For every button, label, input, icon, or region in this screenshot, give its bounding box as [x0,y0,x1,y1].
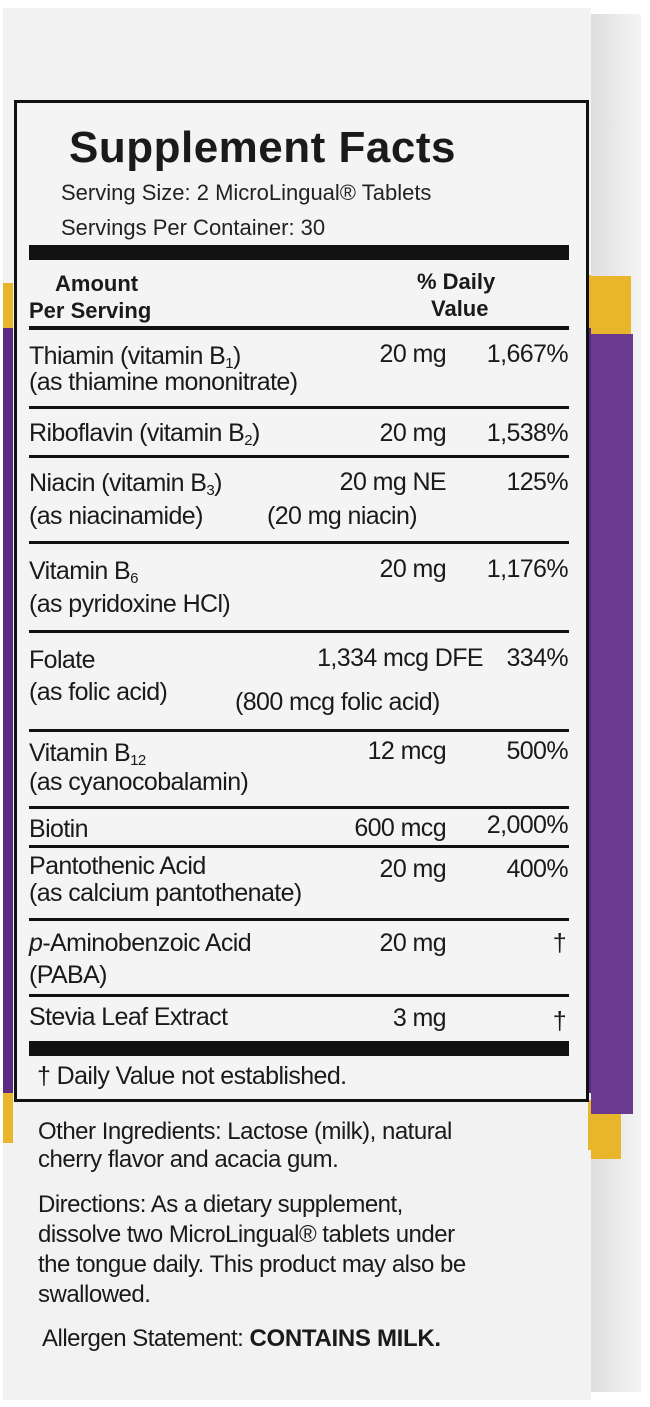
nutrient-amount: 20 mg [379,419,447,447]
nutrient-form: (as thiamine mononitrate) [29,368,298,396]
nutrient-dv: 1,667% [486,340,569,368]
nutrient-dv: 2,000% [486,811,569,839]
nutrient-amount: 20 mg [379,855,447,883]
servings-per-container: Servings Per Container: 30 [61,215,326,240]
nutrient-form: (as calcium pantothenate) [29,879,302,907]
allergen-value: CONTAINS MILK. [249,1325,441,1352]
nutrient-form: (PABA) [29,961,108,989]
divider [29,630,569,633]
nutrient-dv: 125% [506,468,568,496]
nutrient-name: Stevia Leaf Extract [29,1003,228,1031]
yellow-band-left [3,283,13,328]
nutrient-dv: 500% [506,737,568,765]
nutrient-name: Pantothenic Acid [29,852,206,880]
box-side-face [591,14,641,1392]
nutrient-amount-detail: (800 mcg folic acid) [235,688,440,716]
nutrient-form: (as cyanocobalamin) [29,768,249,796]
nutrient-amount: 20 mg [379,340,447,368]
thick-divider [29,245,569,260]
purple-band-left [3,328,13,1093]
nutrient-amount: 20 mg [379,929,447,957]
nutrient-dv: 1,176% [486,555,569,583]
nutrient-name: Biotin [29,815,89,843]
nutrient-dv: 1,538% [486,419,569,447]
divider [29,994,569,997]
allergen-statement: Allergen Statement: CONTAINS MILK. [42,1325,441,1352]
header-value: Value [431,296,489,321]
divider [29,541,569,544]
nutrient-amount: 3 mg [392,1004,447,1032]
nutrient-name: Folate [29,646,95,674]
nutrient-name: Niacin (vitamin B3) [29,469,222,499]
nutrient-dv: † [552,1007,567,1035]
serving-size: Serving Size: 2 MicroLingual® Tablets [61,180,432,205]
divider [29,729,569,732]
nutrient-amount: 20 mg NE [339,468,447,496]
nutrient-form: (as pyridoxine HCl) [29,590,231,618]
header-amount: Amount [55,271,139,296]
nutrient-name: Thiamin (vitamin B1) [29,342,241,372]
footnote: † Daily Value not established. [37,1062,347,1090]
divider [29,455,569,458]
nutrient-dv: 334% [506,644,568,672]
nutrient-amount: 12 mcg [367,737,447,765]
nutrient-name: Vitamin B12 [29,739,146,769]
yellow-band-right-bottom [588,1100,591,1150]
nutrient-amount: 600 mcg [354,814,446,842]
yellow-band-left-bottom [3,1093,13,1143]
nutrient-name: p-Aminobenzoic Acid [29,929,252,957]
other-ingredients: Other Ingredients: Lactose (milk), natur… [38,1118,452,1173]
divider [29,326,569,330]
header-per-serving: Per Serving [29,298,152,323]
nutrient-amount: 1,334 mcg DFE [317,644,483,672]
nutrient-form: (as folic acid) [29,678,168,706]
directions: Directions: As a dietary supplement, dis… [38,1191,466,1308]
nutrient-amount: 20 mg [379,555,447,583]
nutrient-name: Vitamin B6 [29,557,138,587]
divider [29,806,569,809]
divider [29,406,569,409]
nutrient-form: (as niacinamide) [29,502,203,530]
nutrient-name: Riboflavin (vitamin B2) [29,419,260,449]
panel-title: Supplement Facts [69,123,456,172]
divider [29,918,569,921]
header-daily: % Daily [417,269,496,294]
nutrient-dv: 400% [506,855,568,883]
thick-divider [29,1041,569,1056]
nutrient-amount-detail: (20 mg niacin) [267,502,418,530]
nutrient-dv: † [552,929,567,957]
supplement-facts-panel: Supplement Facts Serving Size: 2 MicroLi… [14,100,589,1102]
divider [29,845,569,848]
